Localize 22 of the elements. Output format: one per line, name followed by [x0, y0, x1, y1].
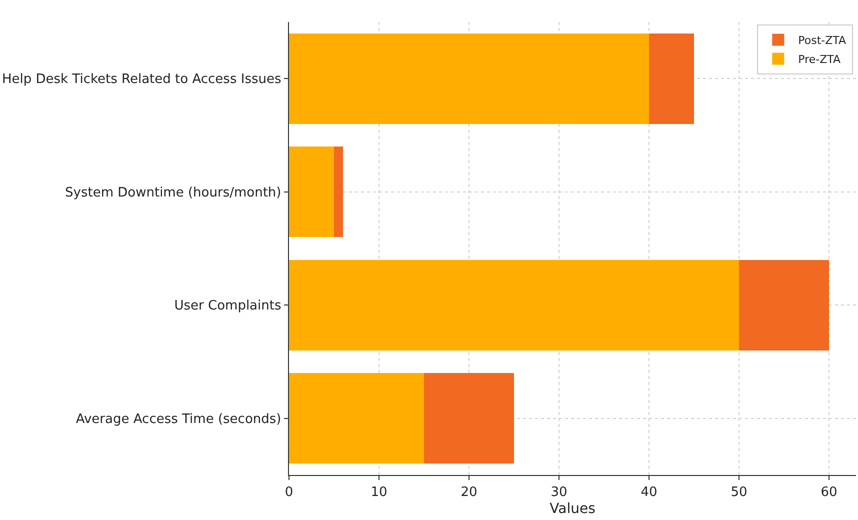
x-tick-label: 30	[550, 484, 568, 500]
bar	[289, 260, 739, 350]
legend-label: Pre-ZTA	[798, 53, 842, 66]
bar	[289, 146, 334, 238]
y-tick-label: Help Desk Tickets Related to Access Issues	[2, 72, 282, 88]
y-tick-label: Average Access Time (seconds)	[76, 412, 282, 427]
x-tick-label: 10	[370, 484, 388, 500]
x-tick-label: 20	[460, 484, 478, 500]
x-tick-label: 50	[730, 484, 748, 500]
bar	[424, 373, 514, 464]
x-axis-title: Values	[550, 501, 596, 518]
bar	[334, 146, 343, 238]
bar	[649, 33, 694, 124]
bar	[289, 373, 424, 464]
x-tick-label: 0	[284, 484, 294, 500]
y-tick-label: System Downtime (hours/month)	[65, 185, 282, 200]
x-tick-label: 40	[640, 484, 658, 500]
bar	[739, 260, 829, 350]
y-tick-label: User Complaints	[174, 298, 282, 314]
bar	[289, 33, 649, 124]
x-tick-label: 60	[820, 484, 838, 500]
legend-label: Post-ZTA	[798, 34, 847, 48]
